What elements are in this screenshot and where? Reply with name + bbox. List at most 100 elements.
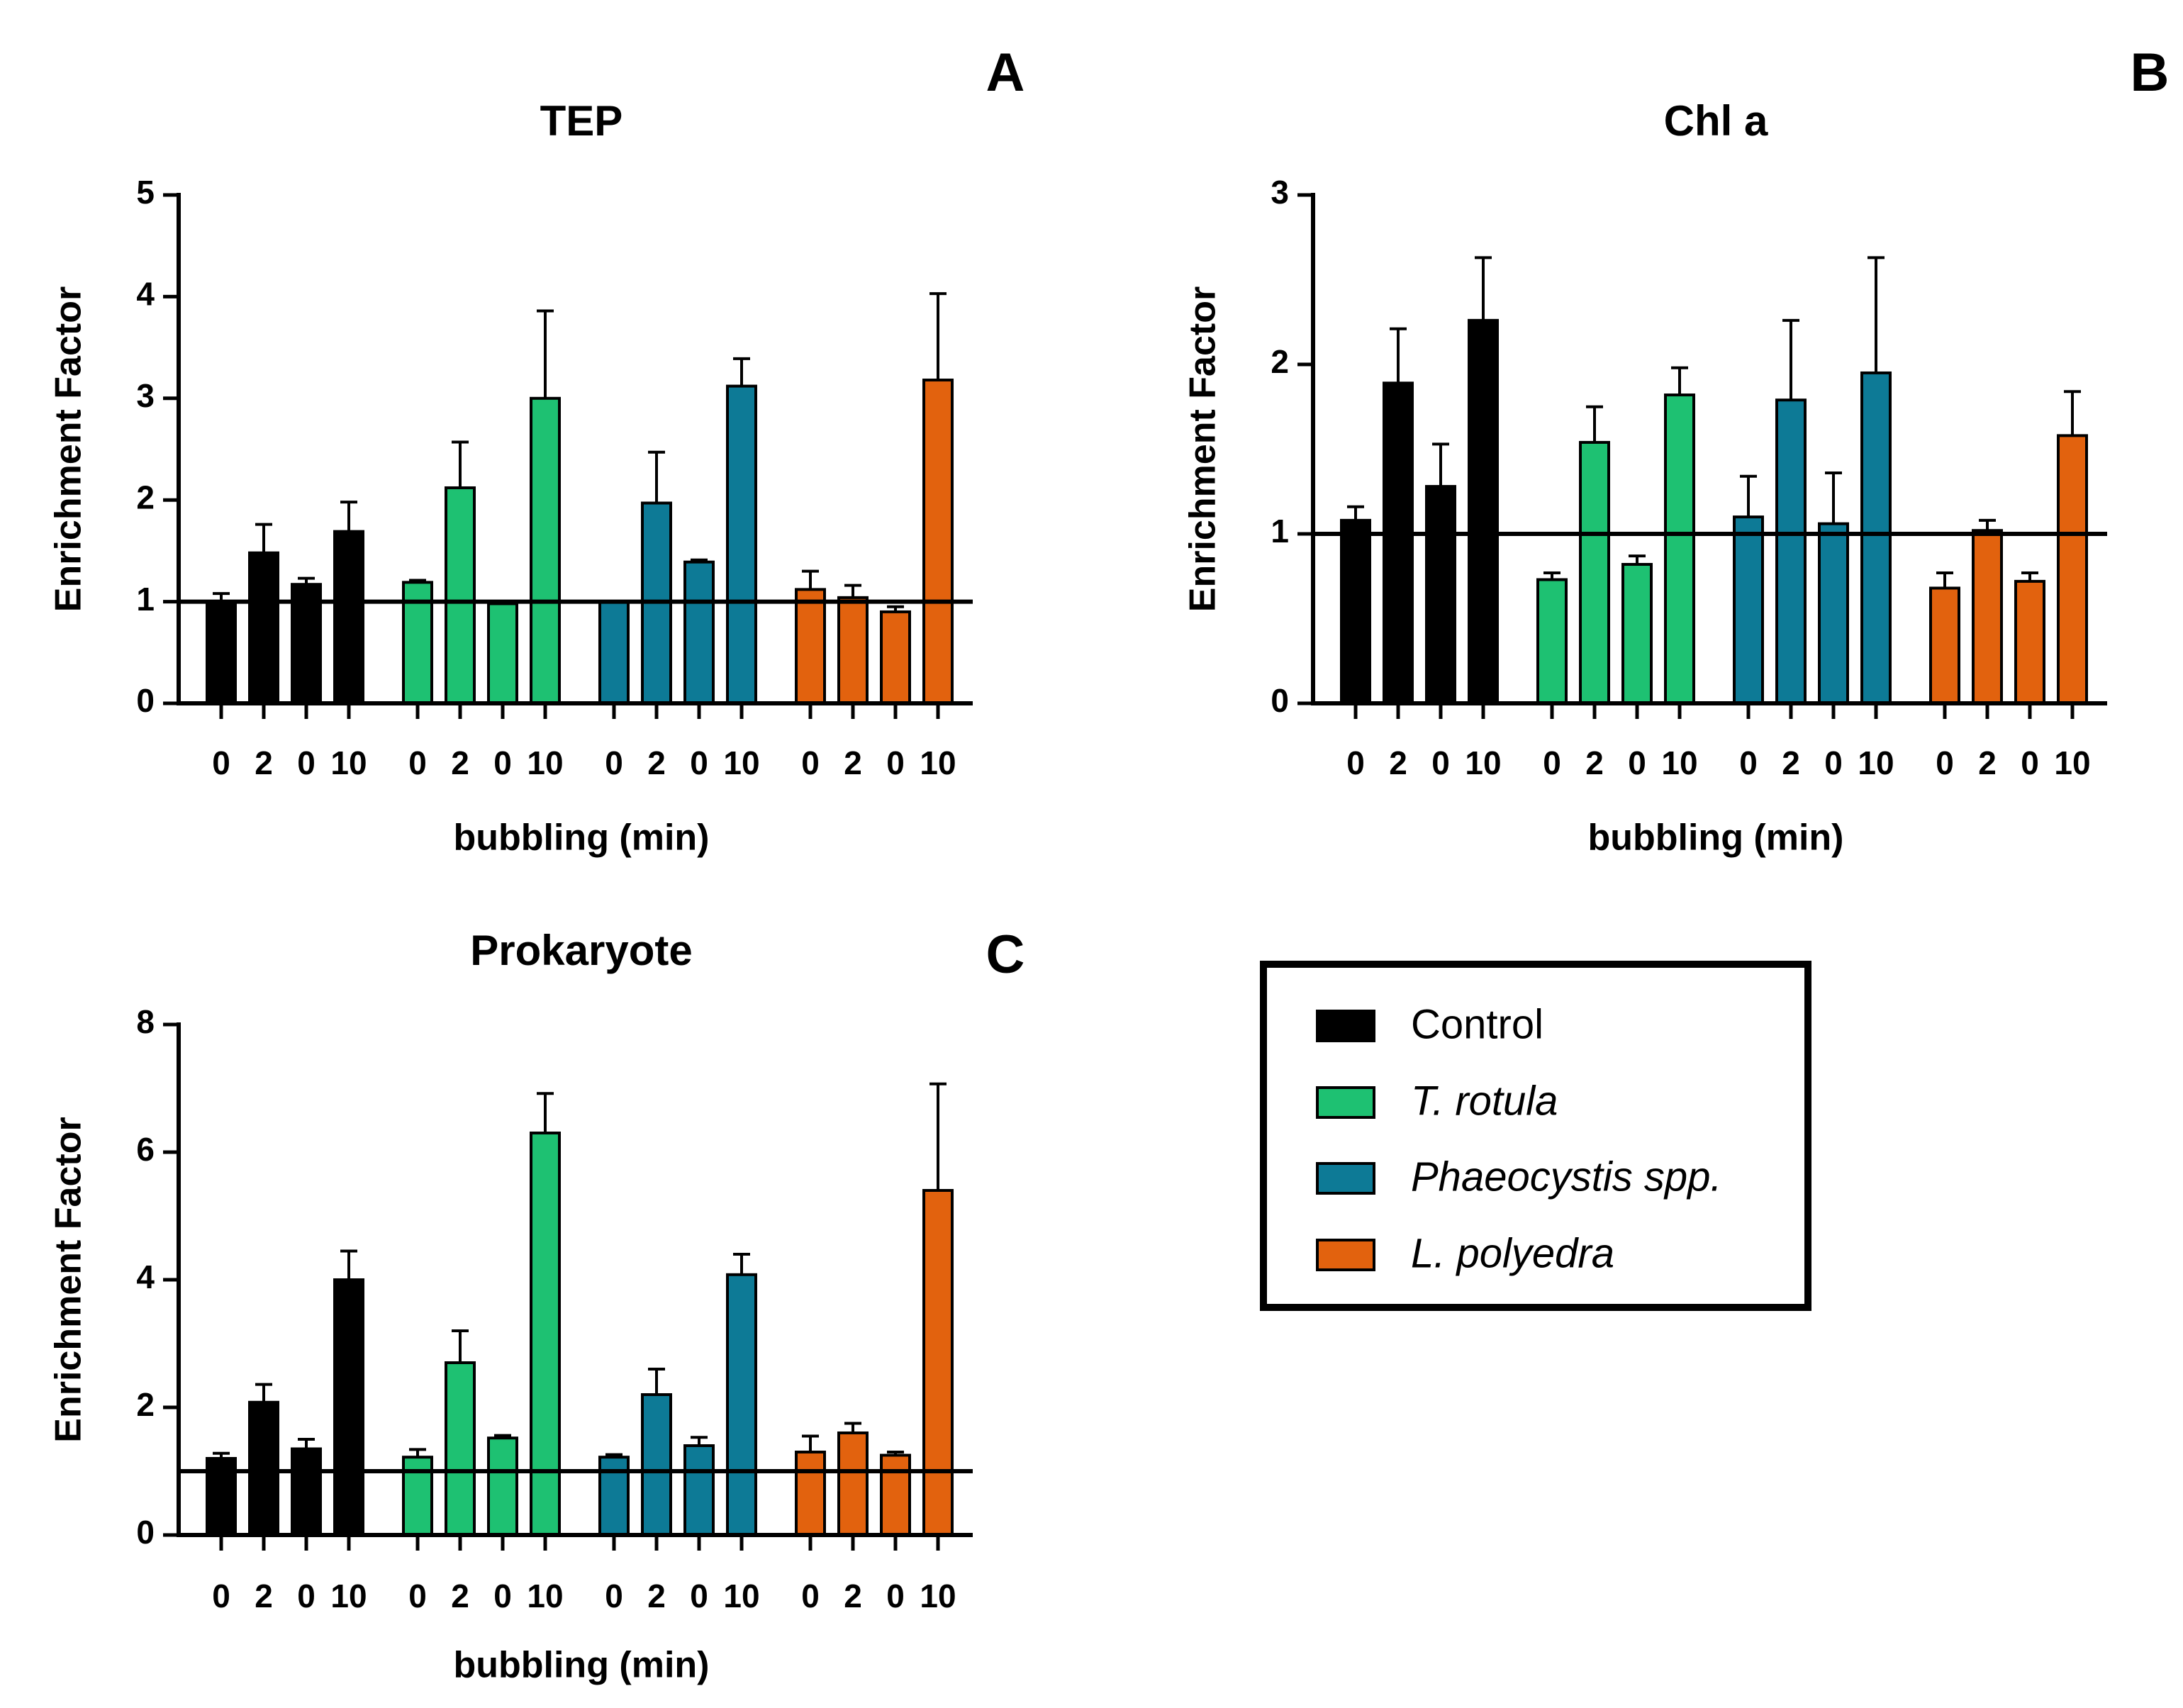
y-tick-label: 0 (1271, 682, 1289, 719)
x-tick-label: 2 (844, 1578, 862, 1614)
x-tick-label: 0 (297, 744, 316, 781)
x-axis-label: bubbling (min) (453, 817, 709, 859)
y-axis-label: Enrichment Factor (48, 286, 89, 612)
x-tick-label: 0 (690, 744, 708, 781)
panel-letter: A (986, 43, 1025, 103)
x-tick-label: 0 (1936, 744, 1954, 781)
x-tick-label: 2 (1389, 744, 1407, 781)
bar (445, 486, 476, 705)
bar (1579, 440, 1610, 705)
x-tick-label: 0 (297, 1578, 316, 1614)
x-tick-label: 0 (801, 744, 820, 781)
y-tick-label: 4 (136, 1258, 155, 1295)
bar (445, 1361, 476, 1536)
x-tick-label: 0 (493, 744, 512, 781)
x-tick-label: 10 (1858, 744, 1894, 781)
bar (530, 1132, 561, 1536)
panel-letter: B (2131, 43, 2170, 103)
legend-swatch (1316, 1086, 1375, 1119)
bar (641, 1393, 672, 1536)
x-axis-label: bubbling (min) (453, 1645, 709, 1686)
bar (598, 1456, 630, 1536)
x-tick-label: 0 (801, 1578, 820, 1614)
y-tick-label: 3 (136, 377, 155, 414)
bar (880, 610, 911, 705)
x-tick-label: 0 (1739, 744, 1758, 781)
bar (248, 1400, 279, 1537)
legend-label: Control (1411, 1001, 1543, 1047)
x-tick-label: 10 (920, 744, 956, 781)
bar (1621, 563, 1653, 705)
bar (880, 1453, 911, 1536)
bar (1664, 393, 1695, 705)
y-tick-label: 0 (136, 682, 155, 719)
x-tick-label: 10 (723, 1578, 759, 1614)
chart-title: Prokaryote (470, 927, 692, 974)
x-tick-label: 2 (1782, 744, 1800, 781)
x-tick-label: 10 (723, 744, 759, 781)
legend-swatch (1316, 1010, 1375, 1042)
x-tick-label: 2 (255, 744, 273, 781)
bar (922, 378, 954, 705)
bar (1775, 398, 1807, 705)
y-tick-label: 0 (136, 1514, 155, 1551)
y-tick-label: 4 (136, 276, 155, 313)
bar (487, 602, 518, 705)
bar (726, 384, 757, 705)
x-tick-label: 0 (1431, 744, 1450, 781)
x-tick-label: 2 (844, 744, 862, 781)
x-tick-label: 0 (1346, 744, 1365, 781)
legend-label: Phaeocystis spp. (1411, 1154, 1721, 1200)
x-tick-label: 0 (886, 744, 905, 781)
chart-panel-c: C Prokaryote Enrichment Factor bubbling (mi… (48, 925, 1025, 1686)
x-tick-label: 0 (690, 1578, 708, 1614)
x-tick-label: 0 (408, 744, 427, 781)
legend: Control T. rotula Phaeocystis spp. L. polye… (1260, 961, 1811, 1311)
bar (1972, 529, 2003, 705)
bar (922, 1189, 954, 1536)
bar (1929, 586, 1960, 705)
legend-label: L. polyedra (1411, 1230, 1614, 1276)
bar (2057, 434, 2088, 705)
bar (683, 560, 715, 705)
bar (1468, 318, 1499, 705)
x-tick-label: 0 (1543, 744, 1561, 781)
x-tick-label: 0 (1824, 744, 1843, 781)
x-tick-label: 10 (527, 744, 563, 781)
y-tick-label: 2 (136, 479, 155, 515)
bar (795, 588, 826, 705)
x-tick-label: 2 (1585, 744, 1604, 781)
x-tick-label: 2 (255, 1578, 273, 1614)
bar (683, 1444, 715, 1536)
bar (291, 1447, 322, 1536)
legend-swatch (1316, 1162, 1375, 1195)
bar (726, 1273, 757, 1537)
bar (333, 1278, 364, 1536)
chart-title: TEP (540, 97, 623, 145)
x-tick-label: 10 (920, 1578, 956, 1614)
x-tick-label: 10 (1465, 744, 1501, 781)
y-tick-label: 5 (136, 174, 155, 211)
x-tick-label: 0 (212, 744, 230, 781)
bar (206, 602, 237, 705)
bar (1860, 371, 1892, 705)
x-axis-label: bubbling (min) (1587, 817, 1843, 859)
x-tick-label: 0 (2021, 744, 2039, 781)
y-tick-label: 6 (136, 1131, 155, 1168)
bar (1425, 485, 1456, 705)
x-tick-label: 10 (2054, 744, 2090, 781)
bar (530, 396, 561, 705)
x-tick-label: 0 (605, 1578, 623, 1614)
bar (598, 600, 630, 705)
x-tick-label: 2 (1978, 744, 1997, 781)
x-tick-label: 0 (605, 744, 623, 781)
x-tick-label: 0 (408, 1578, 427, 1614)
bar (1733, 515, 1764, 705)
x-tick-label: 10 (1661, 744, 1697, 781)
x-tick-label: 10 (330, 1578, 367, 1614)
x-tick-label: 0 (1628, 744, 1646, 781)
legend-swatch (1316, 1239, 1375, 1271)
